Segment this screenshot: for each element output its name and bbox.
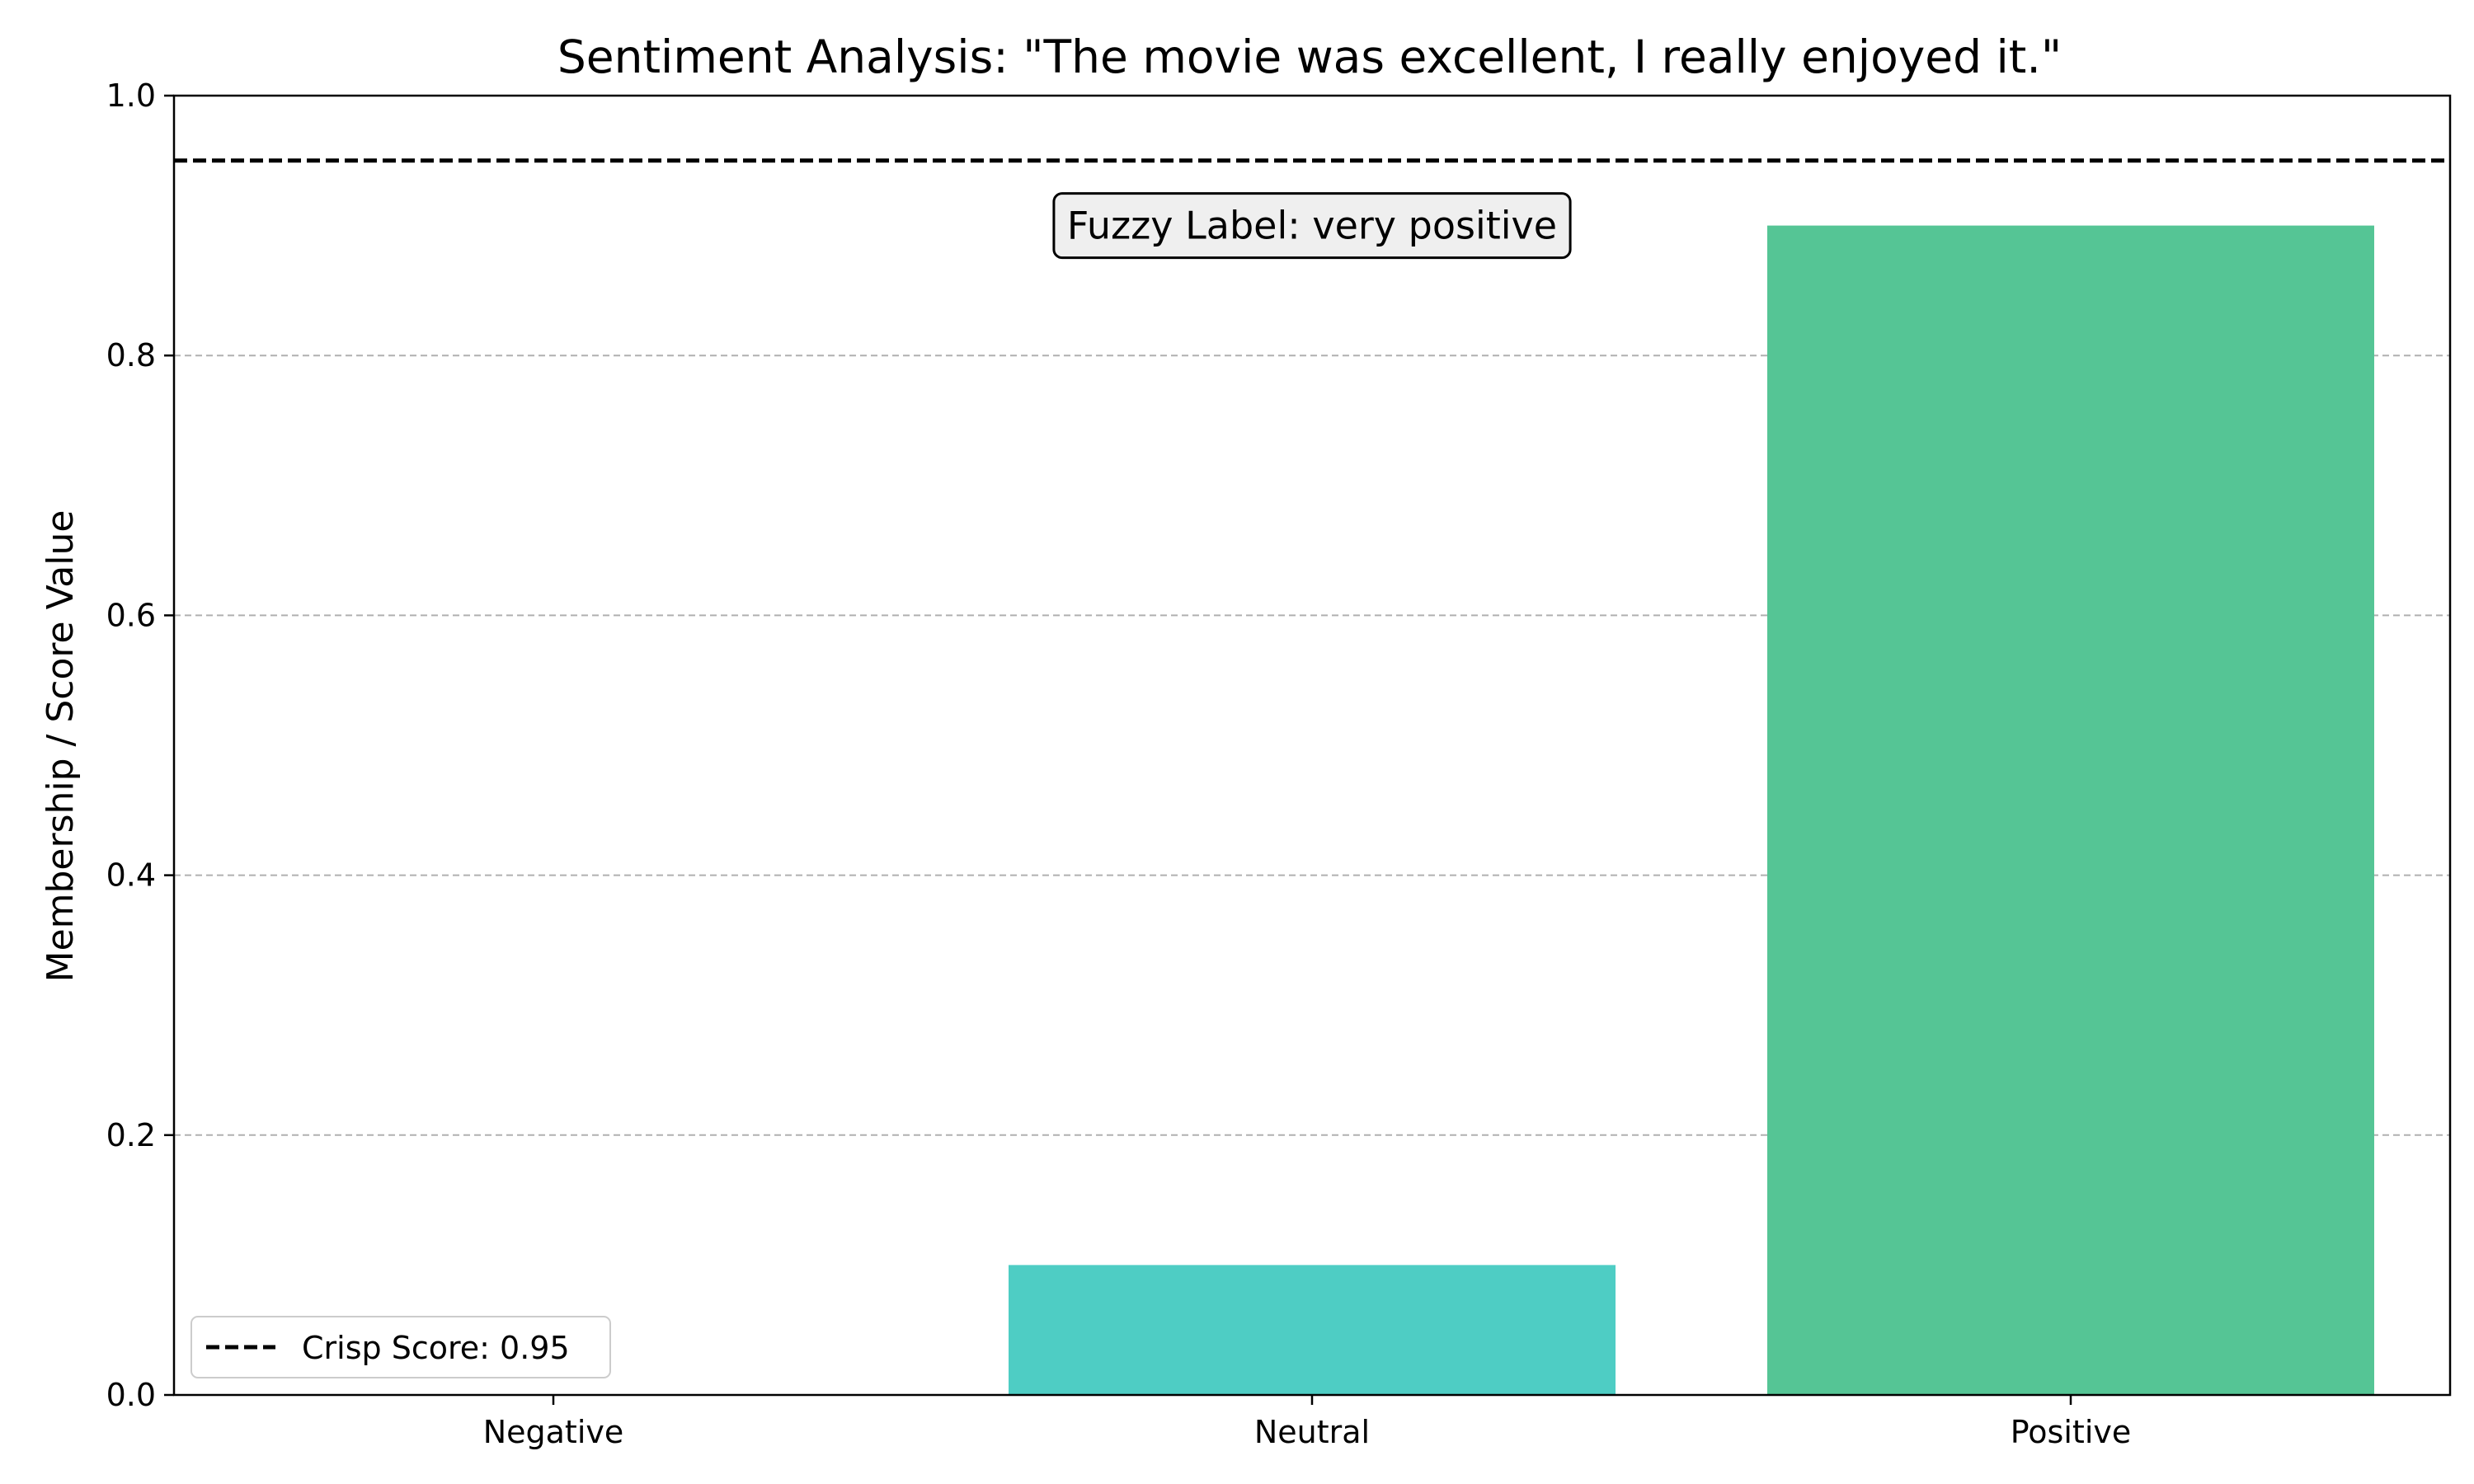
legend-box <box>190 1316 611 1378</box>
x-tick-label: Positive <box>2011 1414 2132 1450</box>
legend: Crisp Score: 0.95 <box>190 1316 611 1378</box>
y-tick-label: 0.2 <box>106 1117 156 1153</box>
x-axis-ticks: Negative Neutral Positive <box>483 1395 2132 1450</box>
annotation-box <box>1052 192 1572 260</box>
y-tick-label: 1.0 <box>106 77 156 114</box>
chart-title: Sentiment Analysis: "The movie was excel… <box>557 31 2062 83</box>
bars <box>1009 225 2374 1396</box>
y-axis-label: Membership / Score Value <box>40 510 82 983</box>
x-tick-label: Negative <box>483 1414 624 1450</box>
grid-lines <box>174 355 2450 1136</box>
bar-positive <box>1767 225 2374 1396</box>
y-axis-ticks: 0.0 0.2 0.4 0.6 0.8 1.0 <box>106 77 174 1413</box>
x-tick-label: Neutral <box>1254 1414 1370 1450</box>
annotation-text: Fuzzy Label: very positive <box>1067 204 1557 248</box>
y-tick-label: 0.8 <box>106 337 156 373</box>
y-tick-label: 0.0 <box>106 1377 156 1413</box>
y-tick-label: 0.6 <box>106 597 156 633</box>
legend-label: Crisp Score: 0.95 <box>302 1330 570 1366</box>
bar-neutral <box>1009 1265 1616 1395</box>
fuzzy-label-annotation: Fuzzy Label: very positive <box>1052 192 1572 260</box>
y-tick-label: 0.4 <box>106 857 156 894</box>
